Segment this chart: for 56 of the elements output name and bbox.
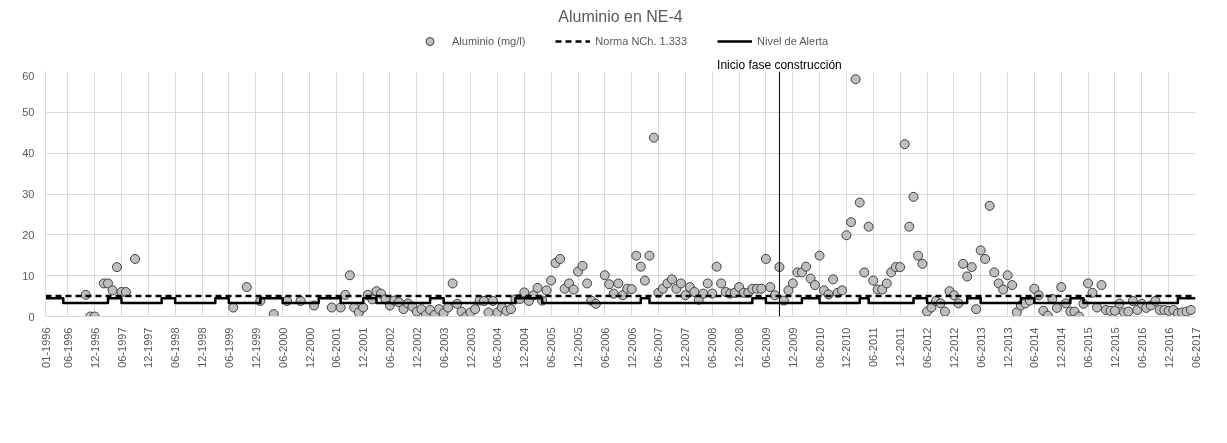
chart-title: Aluminio en NE-4 <box>558 7 683 25</box>
x-tick-label: 12-2001 <box>357 327 370 368</box>
x-tick-label: 06-2003 <box>437 327 450 368</box>
x-tick-label: 12-1999 <box>249 327 262 368</box>
x-tick-label: 12-2016 <box>1162 327 1175 368</box>
y-tick-label: 20 <box>22 228 35 241</box>
x-tick-label: 12-2011 <box>894 327 907 368</box>
x-tick-label: 12-2015 <box>1108 327 1121 368</box>
x-tick-label: 12-1997 <box>142 327 155 368</box>
x-tick-label: 06-2012 <box>921 327 934 368</box>
legend-label: Norma NCh. 1.333 <box>595 35 688 47</box>
x-tick-label: 12-2002 <box>410 327 423 368</box>
y-tick-label: 40 <box>22 147 35 160</box>
x-tick-label: 06-2006 <box>598 327 611 368</box>
x-tick-label: 06-2005 <box>545 327 558 368</box>
x-tick-label: 06-1997 <box>115 327 128 368</box>
x-tick-label: 06-2008 <box>706 327 719 368</box>
x-tick-label: 06-2004 <box>491 327 504 368</box>
x-tick-label: 12-2008 <box>733 327 746 368</box>
y-tick-label: 0 <box>28 310 35 323</box>
x-tick-label: 12-2010 <box>840 327 853 368</box>
x-tick-label: 12-2005 <box>572 327 585 368</box>
y-tick-label: 10 <box>22 269 35 282</box>
x-tick-label: 06-2011 <box>867 327 880 368</box>
x-tick-label: 12-2004 <box>518 327 531 368</box>
y-tick-label: 30 <box>22 188 35 200</box>
x-tick-label: 06-2007 <box>652 327 665 368</box>
x-tick-label: 12-2007 <box>679 327 692 368</box>
legend-label: Nivel de Alerta <box>757 35 829 47</box>
ref-line-label: Inicio fase construcción <box>717 57 842 72</box>
x-tick-label: 06-2000 <box>276 327 289 368</box>
x-tick-label: 06-1998 <box>169 327 182 368</box>
x-tick-label: 06-2009 <box>759 327 772 368</box>
legend-label: Aluminio (mg/l) <box>451 35 526 47</box>
x-tick-label: 12-2013 <box>1001 327 1014 368</box>
x-tick-label: 06-2014 <box>1028 327 1041 368</box>
x-tick-label: 12-2009 <box>786 327 799 368</box>
x-tick-label: 12-2003 <box>464 327 477 368</box>
x-tick-label: 06-1996 <box>61 327 74 368</box>
x-tick-label: 01-1996 <box>39 327 52 368</box>
x-tick-label: 06-2001 <box>330 327 343 368</box>
x-tick-label: 06-2013 <box>974 327 987 368</box>
x-tick-label: 06-2017 <box>1189 327 1202 368</box>
y-tick-label: 60 <box>22 69 35 82</box>
x-tick-label: 12-1998 <box>196 327 209 368</box>
x-tick-label: 12-2006 <box>625 327 638 368</box>
x-tick-label: 12-2014 <box>1055 327 1068 368</box>
x-tick-label: 06-2016 <box>1135 327 1148 368</box>
x-tick-label: 06-2002 <box>383 327 396 368</box>
x-tick-label: 12-2000 <box>303 327 316 368</box>
x-tick-label: 12-1996 <box>88 327 101 368</box>
y-tick-label: 50 <box>22 106 35 119</box>
x-tick-label: 12-2012 <box>947 327 960 368</box>
x-tick-label: 06-1999 <box>222 327 235 368</box>
x-tick-label: 06-2015 <box>1082 327 1095 368</box>
x-tick-label: 06-2010 <box>813 327 826 368</box>
